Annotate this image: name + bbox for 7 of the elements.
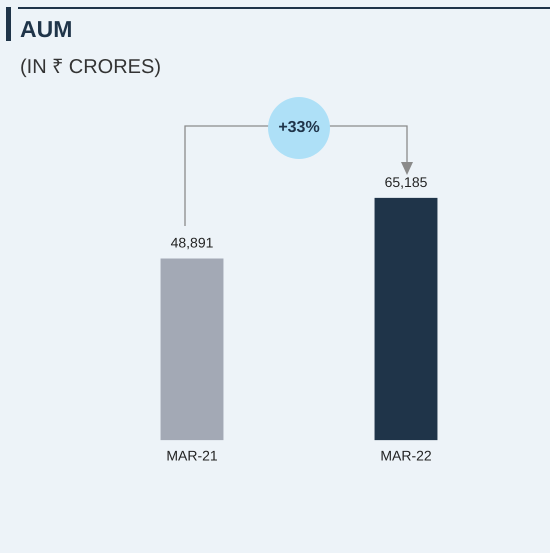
- x-tick-label: MAR-22: [380, 447, 432, 464]
- text: +33%: [268, 97, 330, 159]
- data-label: 48,891: [170, 234, 214, 250]
- data-label: 65,185: [384, 174, 428, 190]
- x-tick-label: MAR-21: [166, 447, 218, 464]
- chart-subtitle: (IN ₹ CRORES): [20, 55, 161, 79]
- chart-title: AUM: [20, 16, 72, 43]
